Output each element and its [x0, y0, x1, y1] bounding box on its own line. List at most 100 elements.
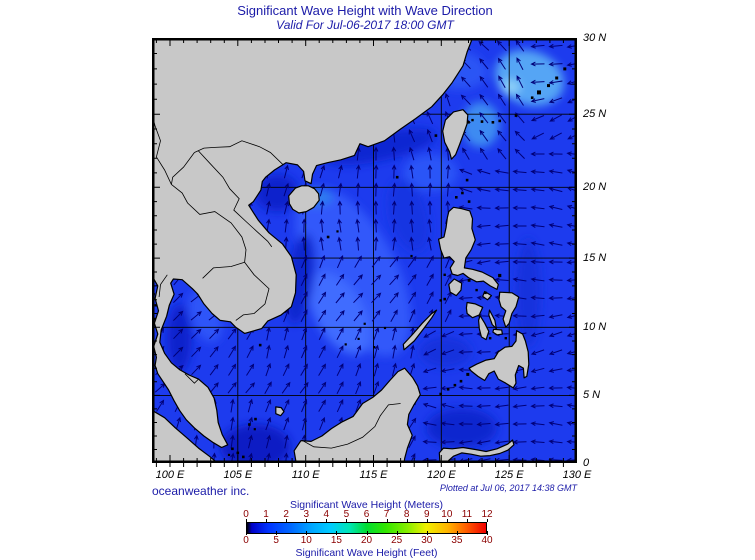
colorbar-meter-label: 0 — [243, 509, 249, 520]
small-island — [530, 96, 534, 99]
lat-tick-label: 20 N — [583, 180, 607, 193]
colorbar-tick-mark — [246, 518, 247, 522]
small-island — [439, 392, 442, 396]
colorbar-tick-mark — [306, 531, 308, 535]
land-taiwan — [442, 109, 469, 160]
land-palawan — [402, 309, 438, 351]
small-island — [459, 379, 463, 383]
colorbar-tick-mark — [406, 518, 408, 522]
small-island — [395, 175, 399, 179]
colorbar-feet-label: 35 — [451, 534, 463, 546]
country-border — [235, 262, 270, 321]
small-island — [227, 453, 231, 456]
colorbar-tick-mark — [346, 518, 348, 522]
colorbar-title-meters: Significant Wave Height (Meters) — [289, 499, 444, 511]
land-bohol — [492, 328, 503, 336]
small-island — [491, 121, 495, 124]
lat-tick-label: 25 N — [583, 107, 607, 120]
lat-tick-label: 15 N — [583, 251, 607, 264]
small-island — [465, 178, 469, 182]
land-borneo — [293, 367, 421, 463]
land-mindoro — [448, 278, 463, 297]
small-island — [467, 121, 470, 124]
lon-tick-label: 130 E — [562, 469, 592, 481]
colorbar-tick-mark — [336, 531, 338, 535]
small-island — [236, 451, 240, 455]
land-sulawesi — [438, 439, 515, 463]
colorbar-meter-label: 10 — [441, 509, 453, 520]
sea-shade-patch — [461, 101, 500, 148]
small-island — [231, 447, 234, 451]
sea-shade-patch — [516, 238, 541, 347]
land-samar-leyte — [498, 291, 520, 328]
colorbar-feet-label: 0 — [243, 534, 249, 546]
small-island — [443, 273, 446, 276]
colorbar-title-feet: Significant Wave Height (Feet) — [295, 546, 438, 559]
small-island — [154, 304, 157, 307]
small-island — [344, 343, 347, 346]
small-island — [547, 84, 550, 88]
colorbar-feet-label: 5 — [273, 534, 279, 546]
colorbar-tick-mark — [426, 518, 428, 522]
small-island — [563, 67, 567, 71]
colorbar-tick-mark — [396, 531, 398, 535]
small-island — [471, 118, 474, 122]
lon-tick-label: 110 E — [291, 469, 320, 481]
land-hainan — [288, 185, 320, 214]
chart-subtitle: Valid For Jul-06-2017 18:00 GMT — [276, 17, 454, 32]
small-island — [475, 288, 478, 292]
colorbar-tick-mark — [326, 518, 328, 522]
lon-tick-label: 100 E — [155, 469, 185, 481]
colorbar-tick-mark — [487, 518, 488, 522]
colorbar-feet-label: 40 — [481, 534, 493, 546]
lon-tick-label: 105 E — [223, 469, 253, 481]
colorbar-meter-label: 3 — [303, 509, 310, 520]
country-border — [198, 150, 273, 248]
colorbar-tick-mark — [466, 518, 468, 522]
credit-text: oceanweather inc. — [152, 484, 250, 498]
colorbar-feet-label: 10 — [300, 534, 312, 546]
small-island — [466, 372, 470, 376]
lon-tick-label: 120 E — [426, 469, 456, 481]
colorbar-tick-mark — [286, 518, 288, 522]
small-island — [498, 273, 502, 278]
small-island — [383, 326, 387, 330]
country-border — [158, 274, 168, 298]
small-island — [253, 428, 256, 431]
sea-shade-patch — [501, 80, 520, 95]
small-island — [453, 383, 457, 387]
small-island — [373, 346, 376, 349]
small-island — [484, 291, 487, 295]
land-negros — [478, 315, 490, 341]
sea-shade-patch — [426, 408, 498, 448]
country-border — [184, 373, 199, 384]
lon-tick-label: 125 E — [494, 469, 524, 481]
small-island — [537, 90, 541, 95]
colorbar-tick-mark — [276, 531, 278, 535]
small-island — [434, 134, 438, 137]
lat-tick-label: 30 N — [583, 31, 607, 44]
country-border — [301, 403, 401, 449]
colorbar-tick-mark — [366, 531, 368, 535]
colorbar-meter-label: 11 — [461, 509, 473, 520]
lat-tick-label: 5 N — [583, 388, 601, 401]
colorbar-tick-mark — [386, 518, 388, 522]
small-island — [467, 200, 471, 203]
colorbar-tick-mark — [456, 531, 458, 535]
country-border — [194, 140, 284, 166]
small-island — [514, 114, 518, 117]
colorbar-tick-mark — [366, 518, 368, 522]
small-island — [504, 337, 507, 340]
sea-shade-patch — [419, 336, 472, 368]
colorbar-meter-label: 8 — [403, 509, 410, 520]
small-island — [480, 120, 484, 123]
map-canvas — [152, 38, 577, 467]
plotted-timestamp: Plotted at Jul 06, 2017 14:38 GMT — [439, 483, 577, 493]
land-asia-mainland — [152, 38, 474, 449]
lat-tick-label: 10 N — [583, 320, 607, 333]
sea-shade-patch — [167, 304, 192, 373]
small-island — [254, 417, 257, 421]
small-island — [467, 279, 471, 282]
colorbar-meter-label: 4 — [323, 509, 330, 520]
